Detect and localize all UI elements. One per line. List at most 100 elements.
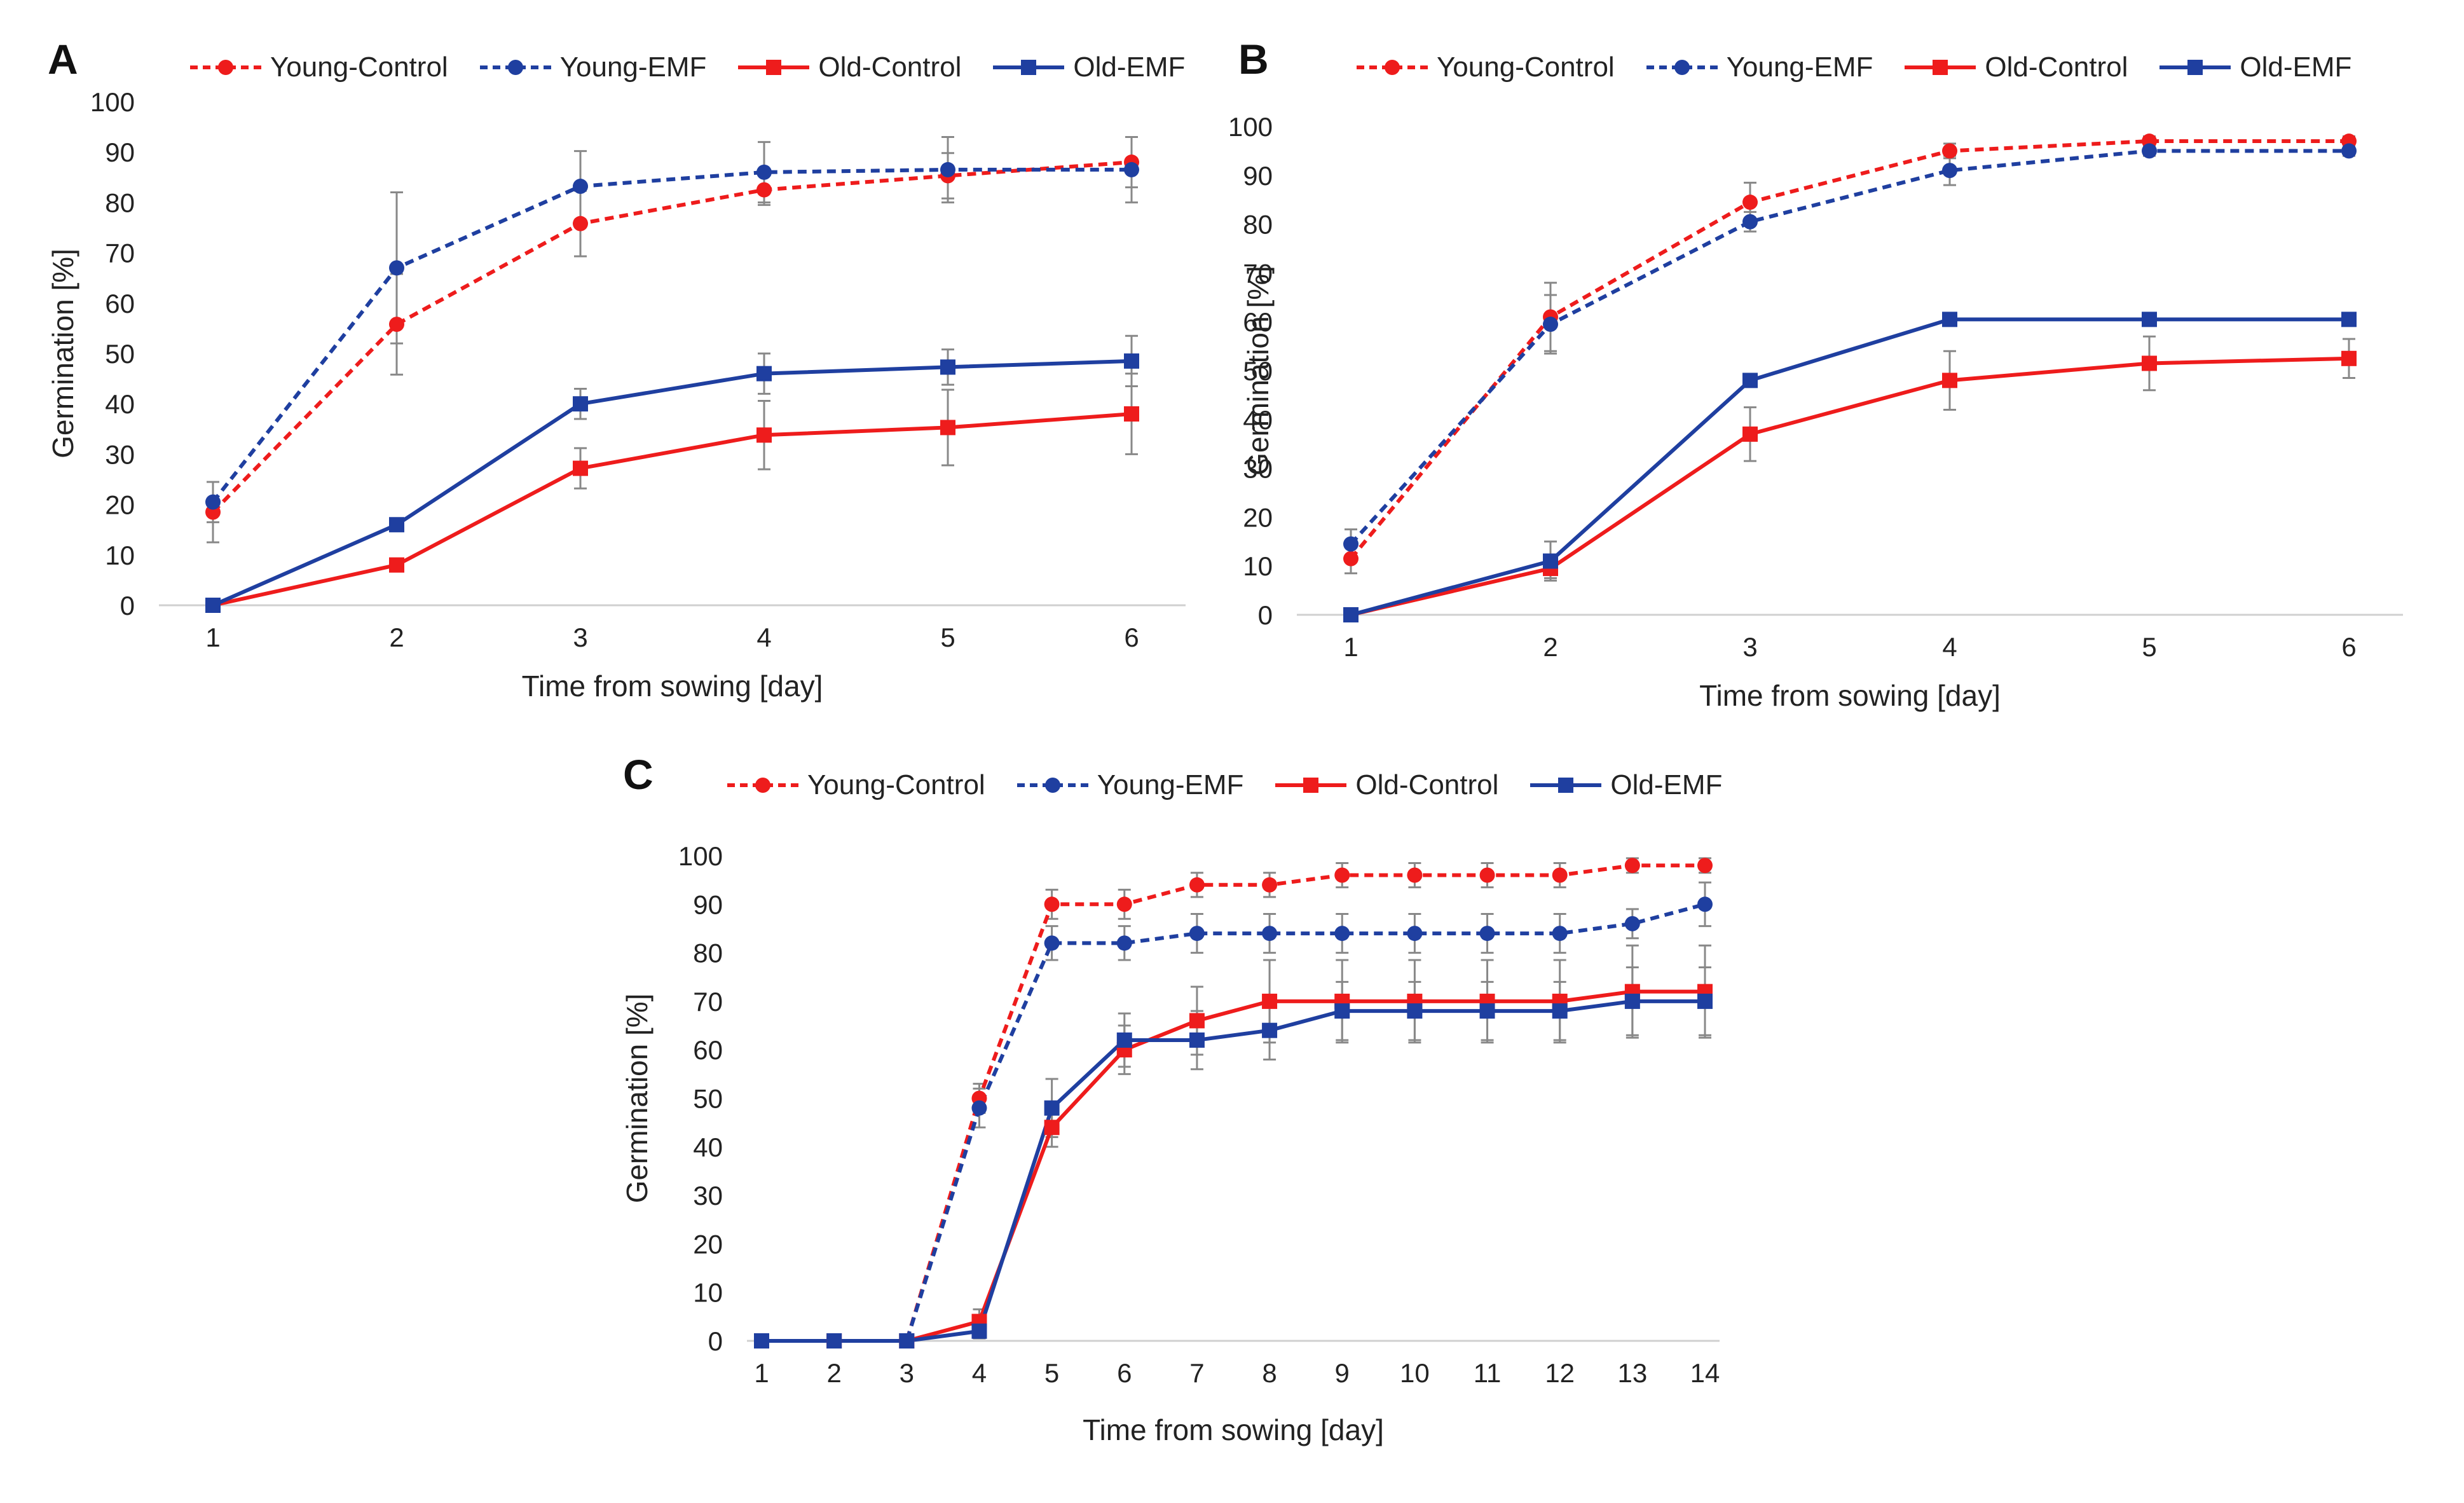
data-point [2341, 312, 2357, 327]
data-point [1624, 993, 1640, 1009]
data-point [1116, 1032, 1132, 1048]
y-tick-label: 90 [105, 137, 135, 167]
legend-swatch [2159, 60, 2231, 75]
data-point [1552, 1003, 1568, 1019]
series-line [211, 167, 1132, 504]
y-tick-label: 30 [105, 439, 135, 469]
legend-label: Young-Control [270, 51, 448, 83]
y-axis-title: Germination [%] [46, 249, 79, 458]
series-line [212, 359, 1132, 607]
y-tick-label: 70 [693, 987, 723, 1017]
data-point [754, 1333, 769, 1349]
y-tick-label: 100 [678, 841, 723, 871]
legend-item: Young-EMF [477, 51, 707, 83]
chart-legend: Young-Control Young-EMF Old-Control Old-EMF [725, 769, 1751, 801]
data-point [756, 182, 772, 198]
data-point [1742, 195, 1758, 210]
data-point [1189, 926, 1205, 942]
data-point [940, 420, 955, 436]
data-point [971, 1100, 987, 1116]
x-tick-label: 4 [1942, 632, 1957, 662]
x-tick-label: 3 [900, 1358, 914, 1388]
line-chart: 0 10 20 30 40 50 60 70 80 90 100 1 2 3 4 5 6 Time from so… [46, 87, 1186, 703]
data-point [756, 366, 772, 381]
y-tick-label: 30 [1243, 454, 1273, 484]
legend-item: Old-Control [1273, 769, 1498, 801]
data-point [1543, 553, 1558, 569]
legend-label: Young-EMF [559, 51, 707, 83]
x-tick-label: 5 [2142, 632, 2156, 662]
legend-label: Young-Control [807, 769, 985, 800]
data-point [1624, 916, 1640, 931]
legend-label: Young-Control [1437, 51, 1615, 83]
data-point [2142, 355, 2157, 371]
data-point [1697, 993, 1713, 1009]
data-point [1334, 1003, 1350, 1019]
legend-item: Young-Control [1354, 51, 1615, 83]
panel-label: A [48, 36, 78, 83]
x-tick-label: 7 [1189, 1358, 1204, 1388]
data-point [1189, 877, 1205, 893]
data-point [1124, 353, 1139, 369]
legend-swatch [1357, 60, 1428, 75]
data-point [573, 216, 588, 231]
data-point [1343, 536, 1359, 552]
data-point [971, 1323, 987, 1339]
legend-label: Old-EMF [2240, 51, 2352, 83]
y-tick-label: 80 [1243, 210, 1273, 240]
data-point [2142, 312, 2157, 327]
x-tick-label: 2 [826, 1358, 841, 1388]
x-tick-label: 1 [1343, 632, 1358, 662]
legend-label: Young-EMF [1097, 769, 1244, 800]
data-point [1742, 373, 1758, 388]
data-point [940, 161, 955, 177]
series-line [1350, 317, 2349, 617]
series-line [1350, 356, 2350, 617]
legend-item: Old-EMF [1528, 769, 1722, 801]
series-line [762, 902, 1706, 1343]
x-tick-label: 4 [972, 1358, 987, 1388]
x-tick-label: 12 [1545, 1358, 1575, 1388]
data-point [205, 598, 221, 613]
legend-swatch [1905, 60, 1976, 75]
y-tick-label: 100 [1228, 112, 1273, 142]
data-point [1262, 926, 1278, 942]
data-point [1262, 993, 1278, 1009]
data-point [1942, 312, 1957, 327]
data-point [573, 396, 588, 412]
y-tick-label: 0 [708, 1326, 723, 1356]
chart-legend: Young-Control Young-EMF Old-Control Old-EMF [1354, 51, 2381, 83]
data-point [1262, 877, 1278, 893]
y-tick-label: 80 [693, 938, 723, 968]
chart-panel-a: A Young-Control Young-EMF Old-Control Old-E… [38, 32, 1214, 725]
x-tick-label: 5 [940, 622, 955, 652]
legend-swatch [1016, 778, 1088, 793]
data-point [1552, 867, 1568, 883]
data-point [1044, 896, 1060, 912]
legend-swatch [993, 60, 1065, 75]
data-point [1479, 1003, 1495, 1019]
y-tick-label: 50 [105, 339, 135, 369]
x-axis-title: Time from sowing [day] [1699, 679, 2001, 712]
data-point [1116, 935, 1132, 951]
legend-item: Young-EMF [1015, 769, 1244, 801]
x-tick-label: 5 [1044, 1358, 1059, 1388]
data-point [1742, 426, 1758, 442]
data-point [1697, 858, 1713, 874]
data-point [1479, 926, 1495, 942]
data-point [2142, 143, 2157, 159]
x-tick-label: 1 [205, 622, 220, 652]
x-axis-title: Time from sowing [day] [1083, 1413, 1384, 1446]
data-point [1124, 406, 1139, 422]
data-point [1697, 896, 1713, 912]
line-chart: 0 10 20 30 40 50 60 70 80 90 100 1 2 3 4 5 6 Time from so… [1228, 112, 2403, 712]
data-point [1189, 1013, 1205, 1029]
data-point [1407, 926, 1423, 942]
data-point [389, 260, 404, 276]
y-tick-label: 20 [1243, 502, 1273, 532]
data-point [1044, 935, 1060, 951]
legend-swatch [1646, 60, 1718, 75]
y-tick-label: 60 [693, 1035, 723, 1065]
series-line [762, 999, 1705, 1343]
